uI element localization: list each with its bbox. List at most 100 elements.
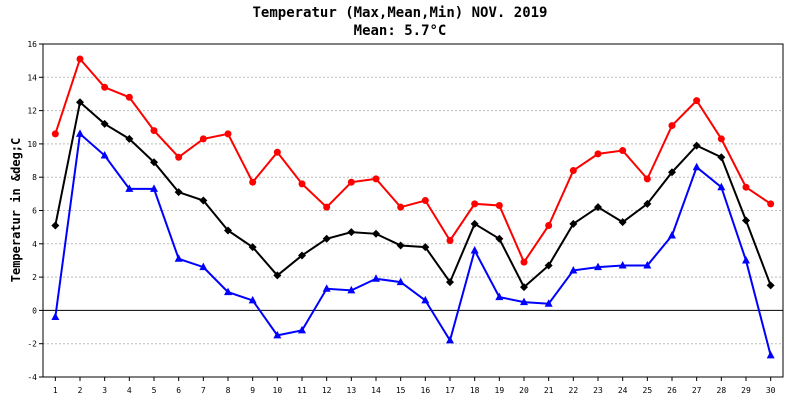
data-point [397, 203, 405, 211]
x-tick-label: 9 [250, 386, 255, 395]
data-point [76, 98, 84, 107]
data-point [668, 122, 676, 130]
x-tick-label: 15 [396, 386, 406, 395]
x-tick-label: 27 [692, 386, 702, 395]
data-point [323, 203, 331, 211]
data-point [76, 55, 84, 63]
data-point [248, 295, 257, 304]
series-line-1 [54, 100, 772, 289]
data-point [372, 229, 380, 238]
data-point [421, 295, 430, 304]
x-tick-label: 16 [421, 386, 431, 395]
data-point [594, 203, 602, 212]
data-point [717, 135, 725, 143]
data-point [619, 147, 627, 155]
data-point [668, 168, 676, 177]
data-point [100, 151, 109, 159]
y-tick-label: 12 [27, 107, 37, 116]
x-tick-label: 26 [667, 386, 677, 395]
data-point [199, 135, 207, 143]
y-tick-label: 8 [32, 173, 37, 182]
y-tick-label: -4 [27, 373, 37, 382]
data-point [692, 141, 701, 150]
data-point [742, 216, 750, 225]
x-tick-label: 20 [519, 386, 529, 395]
data-point [717, 182, 726, 191]
data-point [100, 119, 109, 128]
data-point [249, 178, 257, 186]
x-tick-label: 12 [322, 386, 332, 395]
y-tick-label: 2 [32, 273, 37, 282]
data-point [150, 158, 158, 167]
data-point [742, 183, 750, 191]
data-point [766, 281, 775, 290]
data-point [668, 230, 676, 239]
data-point [767, 200, 775, 208]
data-point [51, 221, 60, 230]
data-point [421, 197, 429, 205]
y-tick-label: 4 [32, 240, 37, 249]
data-point [273, 148, 281, 156]
data-point [594, 262, 602, 271]
data-point [446, 236, 454, 244]
data-point [298, 180, 306, 188]
data-point [298, 251, 306, 260]
data-point [125, 184, 134, 192]
data-point [569, 219, 578, 228]
data-point [224, 287, 232, 296]
x-tick-label: 30 [766, 386, 776, 395]
data-point [298, 325, 306, 334]
data-point [495, 202, 503, 210]
data-point [51, 312, 60, 321]
data-point [273, 330, 282, 339]
data-point [224, 130, 232, 138]
data-point [396, 277, 405, 286]
data-point [347, 228, 356, 237]
data-point [544, 299, 553, 307]
data-point [520, 283, 528, 292]
y-tick-label: 10 [27, 140, 37, 149]
data-point [396, 241, 405, 250]
series-line-2 [54, 131, 772, 356]
data-point [125, 134, 134, 143]
data-point [174, 254, 183, 262]
data-point [76, 129, 84, 137]
data-point [125, 93, 133, 101]
data-point [643, 199, 652, 208]
data-point [101, 83, 109, 91]
data-point [150, 184, 158, 192]
data-point [322, 234, 331, 243]
x-tick-label: 22 [569, 386, 579, 395]
data-point [717, 153, 726, 162]
x-tick-label: 21 [544, 386, 554, 395]
data-point [347, 285, 356, 294]
x-tick-label: 14 [371, 386, 381, 395]
data-point [618, 260, 627, 269]
data-point [421, 243, 430, 252]
data-point [470, 245, 479, 254]
data-point [372, 274, 380, 282]
x-tick-label: 11 [297, 386, 307, 395]
data-point [643, 260, 652, 269]
x-tick-label: 10 [273, 386, 283, 395]
x-tick-label: 13 [347, 386, 357, 395]
data-point [495, 292, 504, 301]
x-tick-label: 5 [152, 386, 157, 395]
data-point [594, 150, 602, 158]
data-point [742, 255, 750, 264]
x-tick-label: 17 [445, 386, 455, 395]
data-point [569, 265, 578, 274]
data-point [199, 196, 208, 205]
x-tick-label: 18 [470, 386, 480, 395]
data-point [175, 153, 183, 161]
data-point [199, 262, 208, 271]
series-line-0 [54, 57, 772, 265]
data-point [520, 258, 528, 266]
y-tick-label: 14 [27, 73, 37, 82]
x-tick-label: 19 [495, 386, 505, 395]
data-point [643, 175, 651, 183]
data-point [273, 271, 282, 280]
data-point [347, 178, 355, 186]
data-point [174, 188, 183, 197]
